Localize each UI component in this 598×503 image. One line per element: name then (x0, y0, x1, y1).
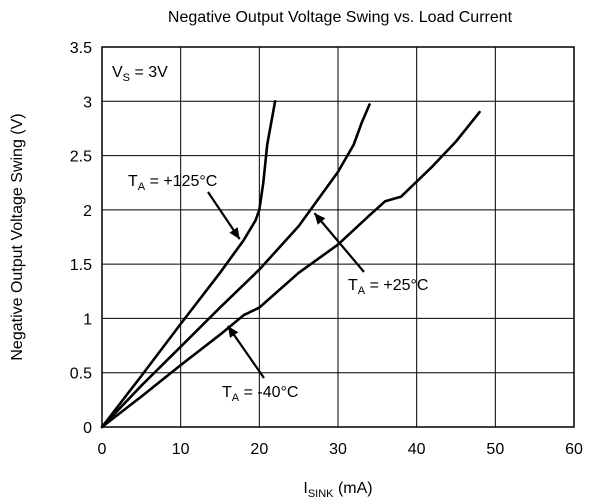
annotation-arrow-head (227, 326, 239, 338)
x-tick-label: 40 (408, 441, 426, 458)
x-axis-title: ISINK (mA) (303, 480, 372, 500)
x-tick-label: 60 (565, 441, 583, 458)
y-tick-label: 0 (83, 420, 92, 437)
chart-title: Negative Output Voltage Swing vs. Load C… (168, 9, 513, 26)
series-line-2 (100, 110, 481, 429)
x-tick-label: 20 (250, 441, 268, 458)
series-line-1 (100, 103, 371, 429)
y-tick-label: 3.5 (70, 40, 92, 57)
annotation-125c: TA = +125°C (128, 173, 217, 193)
annotation-arrow-head (314, 213, 326, 225)
plot-frame (101, 46, 575, 428)
y-tick-label: 3 (83, 94, 92, 111)
y-axis-title: Negative Output Voltage Swing (V) (9, 113, 26, 360)
x-tick-label: 30 (329, 441, 347, 458)
series-line-0 (100, 100, 277, 429)
condition-label: VS = 3V (112, 64, 168, 84)
y-tick-label: 0.5 (70, 366, 92, 383)
annotation-arrows (207, 191, 365, 379)
x-tick-label: 10 (172, 441, 190, 458)
x-tick-labels: 0 10 20 30 40 50 60 (98, 441, 583, 458)
y-tick-label: 2 (83, 203, 92, 220)
x-tick-label: 50 (486, 441, 504, 458)
annotation-25c: TA = +25°C (348, 277, 428, 297)
annotation-arrow-line (313, 212, 365, 273)
annotation-arrow-head (229, 227, 240, 240)
annotation-minus40c: TA = -40°C (222, 384, 298, 404)
series-lines (100, 100, 481, 429)
y-tick-label: 1 (83, 311, 92, 328)
y-tick-label: 1.5 (70, 257, 92, 274)
y-tick-labels: 0 0.5 1 1.5 2 2.5 3 3.5 (70, 40, 92, 437)
grid (101, 46, 575, 428)
y-tick-label: 2.5 (70, 149, 92, 166)
x-tick-label: 0 (98, 441, 107, 458)
